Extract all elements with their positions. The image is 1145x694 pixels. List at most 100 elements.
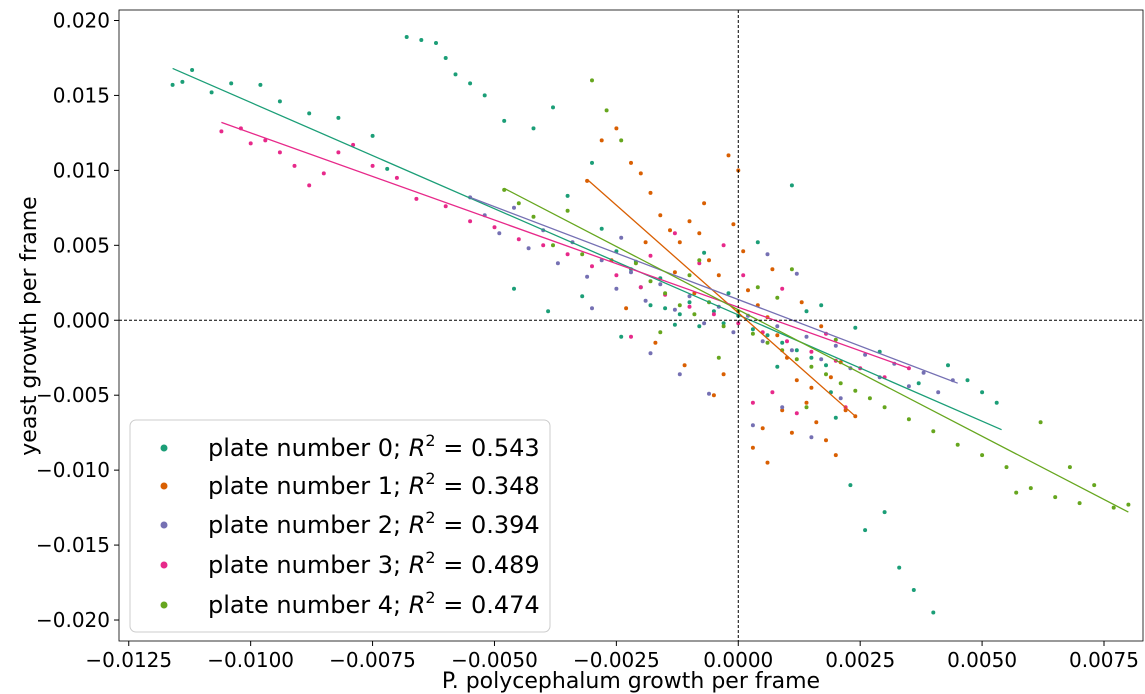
point-s3-38 bbox=[750, 400, 755, 405]
point-s4-25 bbox=[867, 396, 872, 401]
legend-label-1: plate number 1; bbox=[208, 472, 409, 500]
point-s4-13 bbox=[692, 312, 697, 317]
point-s0-41 bbox=[833, 415, 838, 420]
fit-line-1 bbox=[586, 178, 856, 417]
point-s3-41 bbox=[780, 286, 785, 291]
point-s3-8 bbox=[336, 150, 341, 155]
point-s4-5 bbox=[580, 252, 585, 257]
point-s4-6 bbox=[590, 78, 594, 83]
point-s4-36 bbox=[1092, 483, 1097, 488]
legend-entry-1: plate number 1; R2 = 0.348 bbox=[160, 469, 540, 500]
point-s0-27 bbox=[648, 303, 653, 308]
y-tick-label-1: −0.015 bbox=[36, 533, 110, 557]
x-tick-label-6: 0.0025 bbox=[825, 648, 895, 672]
point-s2-24 bbox=[819, 357, 824, 362]
point-s1-3 bbox=[629, 160, 633, 165]
point-s3-9 bbox=[351, 142, 356, 147]
point-s2-21 bbox=[775, 324, 780, 329]
point-s4-45 bbox=[658, 330, 663, 335]
point-s0-23 bbox=[599, 226, 604, 231]
point-s1-40 bbox=[819, 324, 824, 329]
point-s1-7 bbox=[668, 228, 672, 233]
point-s3-25 bbox=[736, 321, 741, 326]
point-s0-57 bbox=[702, 250, 707, 255]
point-s2-16 bbox=[702, 321, 707, 326]
series-2-points bbox=[468, 195, 955, 440]
point-s1-48 bbox=[828, 375, 833, 380]
fit-line-2 bbox=[469, 196, 958, 384]
point-s2-12 bbox=[643, 298, 648, 303]
point-s4-23 bbox=[838, 381, 843, 386]
point-s4-37 bbox=[1111, 505, 1116, 510]
legend-box bbox=[129, 419, 551, 633]
point-s4-4 bbox=[565, 208, 570, 213]
point-s2-34 bbox=[780, 405, 785, 410]
legend-marker-1 bbox=[160, 482, 168, 490]
point-s4-42 bbox=[716, 355, 721, 360]
legend-r2-3: 0.489 bbox=[471, 551, 540, 579]
point-s0-61 bbox=[853, 325, 858, 330]
point-s0-59 bbox=[789, 183, 794, 188]
point-s0-16 bbox=[468, 81, 473, 86]
point-s0-31 bbox=[697, 324, 702, 329]
point-s1-21 bbox=[804, 400, 809, 405]
point-s0-14 bbox=[443, 56, 448, 60]
point-s1-44 bbox=[809, 385, 814, 390]
point-s0-17 bbox=[482, 93, 487, 98]
point-s1-27 bbox=[789, 430, 794, 435]
point-s1-41 bbox=[780, 408, 785, 413]
point-s4-35 bbox=[1077, 501, 1082, 506]
point-s3-34 bbox=[770, 390, 775, 395]
point-s1-15 bbox=[746, 288, 750, 293]
points-layer bbox=[170, 35, 1131, 615]
point-s1-11 bbox=[707, 258, 711, 263]
point-s3-12 bbox=[414, 196, 419, 201]
point-s3-18 bbox=[565, 252, 570, 257]
point-s1-6 bbox=[658, 213, 663, 218]
point-s3-0 bbox=[219, 129, 224, 134]
point-s3-40 bbox=[648, 253, 653, 258]
point-s2-43 bbox=[765, 252, 770, 257]
legend-marker-2 bbox=[160, 521, 168, 529]
point-s3-4 bbox=[277, 150, 282, 155]
point-s1-2 bbox=[614, 126, 619, 131]
point-s3-33 bbox=[794, 411, 799, 416]
point-s0-28 bbox=[663, 306, 668, 311]
point-s1-30 bbox=[711, 393, 716, 398]
point-s1-5 bbox=[648, 190, 653, 195]
y-tick-label-8: 0.020 bbox=[53, 8, 110, 32]
point-s2-31 bbox=[921, 370, 926, 375]
point-s1-31 bbox=[682, 363, 687, 368]
point-s4-32 bbox=[1028, 486, 1033, 491]
point-s3-21 bbox=[638, 285, 643, 290]
point-s2-30 bbox=[906, 384, 911, 389]
point-s3-5 bbox=[292, 163, 297, 168]
point-s0-2 bbox=[190, 68, 195, 72]
point-s1-36 bbox=[702, 201, 707, 206]
point-s0-39 bbox=[809, 355, 814, 360]
point-s0-43 bbox=[863, 528, 868, 533]
point-s0-5 bbox=[258, 82, 263, 87]
legend: plate number 0; R2 = 0.543 plate number … bbox=[129, 419, 551, 633]
point-s1-23 bbox=[824, 438, 828, 443]
point-s1-28 bbox=[765, 460, 770, 465]
point-s4-11 bbox=[663, 291, 668, 296]
point-s0-1 bbox=[180, 79, 185, 84]
point-s0-65 bbox=[775, 364, 780, 369]
x-tick-label-1: −0.0100 bbox=[207, 648, 294, 672]
svg-text:plate number 1; R2 = 0.348: plate number 1; R2 = 0.348 bbox=[208, 469, 540, 500]
point-s3-11 bbox=[394, 175, 399, 180]
point-s3-19 bbox=[590, 264, 594, 269]
point-s2-27 bbox=[863, 352, 868, 357]
point-s3-27 bbox=[785, 339, 789, 344]
point-s0-20 bbox=[551, 105, 555, 110]
point-s0-22 bbox=[590, 160, 594, 165]
y-tick-label-0: −0.020 bbox=[36, 608, 110, 632]
point-s3-7 bbox=[321, 171, 326, 176]
series-4-points bbox=[502, 78, 1131, 510]
point-s3-3 bbox=[263, 138, 268, 143]
point-s2-36 bbox=[707, 391, 711, 396]
point-s0-51 bbox=[994, 400, 999, 405]
point-s2-39 bbox=[809, 435, 814, 440]
fit-line-0 bbox=[172, 67, 1002, 431]
